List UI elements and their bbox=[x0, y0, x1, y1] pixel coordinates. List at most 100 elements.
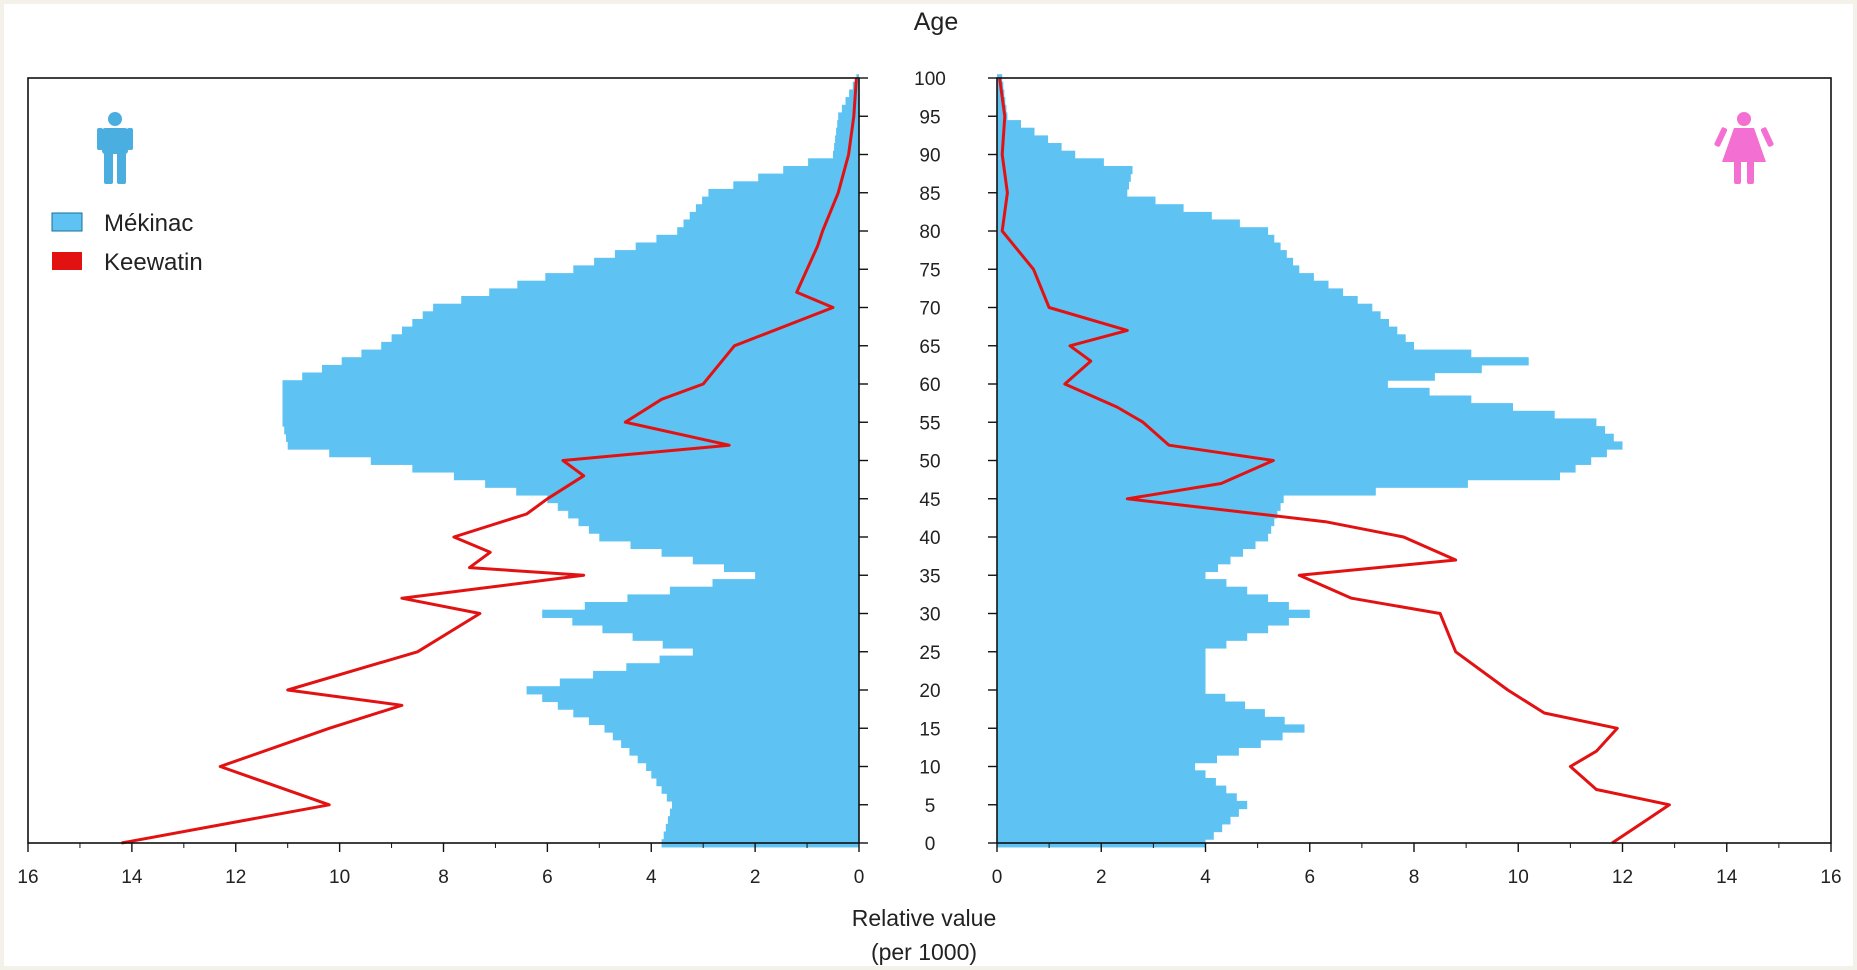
female-panel: 0 2 4 6 8 10 12 14 16 bbox=[992, 74, 1842, 888]
female-mekinac-bar-age-73 bbox=[997, 280, 1329, 289]
male-mekinac-bar-age-25 bbox=[692, 647, 859, 657]
male-mekinac-bar-age-47 bbox=[485, 479, 859, 488]
male-mekinac-bar-age-2 bbox=[665, 823, 859, 833]
female-mekinac-bar-age-43 bbox=[997, 510, 1278, 519]
male-mekinac-bar-age-71 bbox=[461, 296, 859, 305]
male-mekinac-bar-age-43 bbox=[568, 510, 859, 519]
male-mekinac-bar-age-73 bbox=[517, 280, 859, 289]
age-tick-label-5: 5 bbox=[925, 796, 936, 817]
male-mekinac-bar-age-55 bbox=[282, 418, 859, 427]
female-mekinac-bar-age-93 bbox=[997, 127, 1035, 136]
male-mekinac-bar-age-24 bbox=[659, 655, 859, 664]
female-mekinac-bar-age-42 bbox=[997, 517, 1275, 527]
age-axis: 0 5 10 15 20 25 30 35 40 45 50 55 60 65 70 75 80 85 90 95 10… bbox=[859, 69, 997, 855]
male-x-tick-label-0: 0 bbox=[854, 867, 865, 888]
male-mekinac-bar-age-91 bbox=[834, 143, 859, 152]
male-mekinac-bar-age-75 bbox=[573, 265, 859, 274]
male-mekinac-bar-age-3 bbox=[667, 816, 859, 825]
male-mekinac-bar-age-60 bbox=[282, 380, 859, 389]
female-mekinac-bar-age-94 bbox=[997, 120, 1021, 129]
female-mekinac-bar-age-50 bbox=[997, 456, 1592, 465]
age-tick-label-95: 95 bbox=[919, 107, 940, 128]
male-mekinac-bar-age-68 bbox=[412, 319, 859, 328]
age-tick-label-50: 50 bbox=[919, 452, 940, 473]
female-mekinac-bar-age-27 bbox=[997, 632, 1248, 641]
age-tick-label-80: 80 bbox=[919, 222, 940, 243]
female-mekinac-bar-age-34 bbox=[997, 579, 1227, 588]
female-mekinac-bar-age-32 bbox=[997, 594, 1269, 603]
female-x-tick-label-4: 4 bbox=[1200, 867, 1211, 888]
female-mekinac-bar-age-49 bbox=[997, 464, 1576, 473]
male-mekinac-bar-age-72 bbox=[489, 288, 859, 297]
male-mekinac-bar-age-79 bbox=[656, 234, 859, 244]
female-mekinac-bar-age-87 bbox=[997, 173, 1131, 182]
male-mekinac-bar-age-33 bbox=[669, 586, 859, 595]
age-tick-label-30: 30 bbox=[919, 605, 940, 626]
male-mekinac-bar-age-13 bbox=[621, 739, 859, 748]
female-x-axis: 0 2 4 6 8 10 12 14 16 bbox=[992, 843, 1842, 888]
female-x-tick-label-8: 8 bbox=[1409, 867, 1420, 888]
male-mekinac-bar-age-6 bbox=[666, 793, 859, 802]
male-mekinac-bar-age-34 bbox=[712, 579, 859, 588]
female-mekinac-bar-age-55 bbox=[997, 418, 1597, 427]
male-x-tick-label-2: 2 bbox=[750, 867, 761, 888]
female-mekinac-bar-age-38 bbox=[997, 548, 1243, 557]
male-mekinac-bar-age-78 bbox=[635, 242, 859, 251]
male-mekinac-bar-age-84 bbox=[702, 196, 859, 205]
female-mekinac-bar-age-40 bbox=[997, 533, 1269, 542]
male-mekinac-area-group bbox=[282, 74, 860, 848]
female-mekinac-bar-age-44 bbox=[997, 502, 1281, 511]
age-tick-label-65: 65 bbox=[919, 337, 940, 358]
age-tick-label-70: 70 bbox=[919, 299, 940, 320]
female-mekinac-bar-age-56 bbox=[997, 410, 1555, 420]
female-mekinac-bar-age-74 bbox=[997, 273, 1314, 282]
male-mekinac-bar-age-12 bbox=[629, 747, 859, 756]
female-mekinac-bar-age-23 bbox=[997, 663, 1206, 672]
legend-swatch-keewatin bbox=[52, 252, 82, 270]
age-tick-label-100: 100 bbox=[914, 69, 946, 90]
male-mekinac-bar-age-30 bbox=[542, 609, 859, 618]
x-axis-label-line2: (per 1000) bbox=[871, 939, 977, 965]
male-mekinac-bar-age-44 bbox=[557, 502, 859, 511]
male-mekinac-bar-age-69 bbox=[422, 311, 859, 320]
female-mekinac-bar-age-75 bbox=[997, 265, 1300, 274]
female-mekinac-bar-age-30 bbox=[997, 609, 1310, 618]
female-mekinac-bar-age-77 bbox=[997, 250, 1287, 259]
female-x-tick-label-14: 14 bbox=[1716, 867, 1738, 888]
male-mekinac-bar-age-67 bbox=[402, 326, 859, 335]
female-mekinac-bar-age-68 bbox=[997, 319, 1389, 328]
male-mekinac-bar-age-35 bbox=[755, 571, 859, 580]
male-mekinac-bar-age-64 bbox=[361, 349, 859, 358]
legend-swatch-mekinac bbox=[51, 212, 83, 232]
male-mekinac-bar-age-59 bbox=[282, 387, 859, 397]
male-mekinac-bar-age-23 bbox=[626, 663, 859, 672]
male-mekinac-bar-age-86 bbox=[733, 181, 859, 190]
male-mekinac-bar-age-31 bbox=[584, 602, 859, 611]
female-mekinac-bar-age-71 bbox=[997, 296, 1358, 305]
female-mekinac-bar-age-5 bbox=[997, 800, 1248, 810]
male-mekinac-bar-age-29 bbox=[572, 617, 859, 626]
female-mekinac-bar-age-33 bbox=[997, 586, 1248, 595]
age-tick-label-25: 25 bbox=[919, 643, 940, 664]
age-tick-label-40: 40 bbox=[919, 528, 940, 549]
age-tick-label-55: 55 bbox=[919, 413, 940, 434]
male-mekinac-bar-age-56 bbox=[282, 410, 859, 420]
female-mekinac-bar-age-6 bbox=[997, 793, 1237, 802]
legend-label-mekinac: Mékinac bbox=[104, 210, 193, 237]
male-x-tick-label-8: 8 bbox=[438, 867, 449, 888]
male-mekinac-bar-age-27 bbox=[632, 632, 859, 641]
male-mekinac-bar-age-80 bbox=[677, 227, 859, 236]
male-mekinac-bar-age-62 bbox=[322, 364, 859, 374]
female-mekinac-bar-age-82 bbox=[997, 211, 1212, 221]
age-tick-label-60: 60 bbox=[919, 375, 940, 396]
female-mekinac-bar-age-4 bbox=[997, 808, 1239, 817]
legend: Mékinac Keewatin bbox=[51, 210, 203, 276]
male-mekinac-bar-age-82 bbox=[689, 211, 859, 221]
male-mekinac-bar-age-94 bbox=[837, 120, 859, 129]
female-mekinac-bar-age-90 bbox=[997, 150, 1076, 159]
female-mekinac-bar-age-15 bbox=[997, 724, 1305, 733]
male-mekinac-bar-age-19 bbox=[542, 693, 859, 703]
female-mekinac-bar-age-3 bbox=[997, 816, 1231, 825]
female-mekinac-bar-age-35 bbox=[997, 571, 1206, 580]
